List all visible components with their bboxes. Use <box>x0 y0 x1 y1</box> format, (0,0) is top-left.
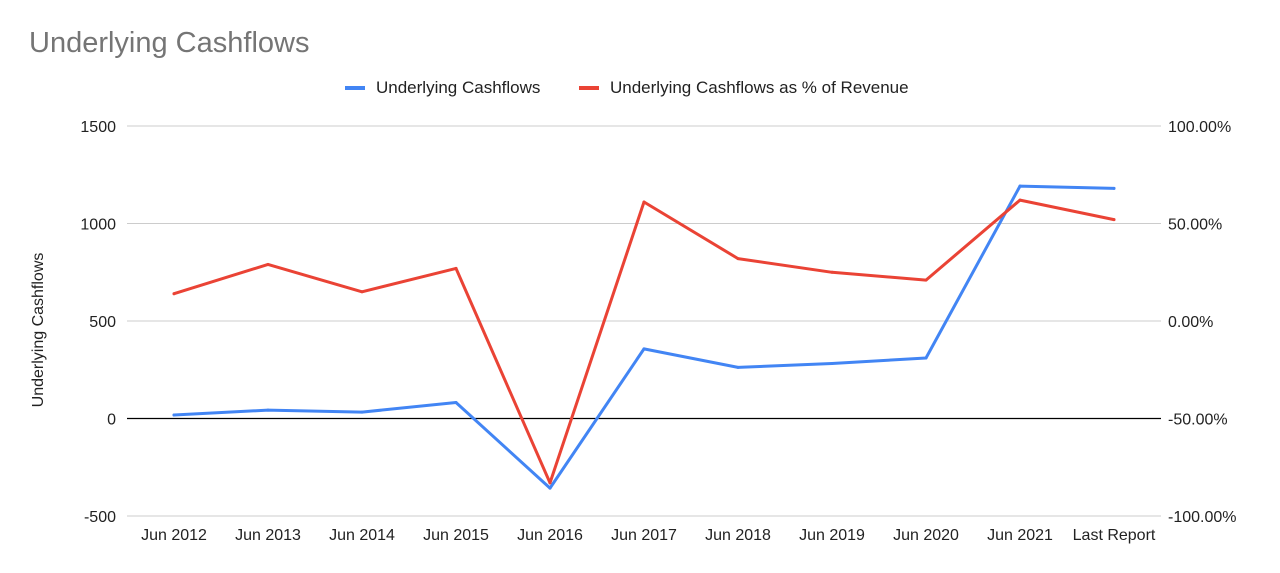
data-point <box>830 362 834 366</box>
data-point <box>172 413 176 417</box>
data-point <box>642 200 646 204</box>
data-point <box>736 257 740 261</box>
y-axis-left: 1500 1000 500 0 -500 <box>80 119 116 526</box>
x-tick-label: Jun 2012 <box>141 527 207 544</box>
legend: Underlying Cashflows Underlying Cashflows… <box>345 78 909 97</box>
chart-title: Underlying Cashflows <box>29 27 309 59</box>
x-tick-label: Jun 2013 <box>235 527 301 544</box>
x-axis: Jun 2012 Jun 2013 Jun 2014 Jun 2015 Jun 2016… <box>141 527 1156 544</box>
series-line-2 <box>172 198 1116 485</box>
y-tick-label: 500 <box>89 314 116 331</box>
data-point <box>266 408 270 412</box>
data-point <box>1112 186 1116 190</box>
data-point <box>1018 198 1022 202</box>
y-tick-label: 1500 <box>80 119 116 136</box>
data-point <box>548 481 552 485</box>
data-point <box>548 486 552 490</box>
series-lines <box>172 184 1116 490</box>
x-tick-label: Jun 2018 <box>705 527 771 544</box>
legend-label: Underlying Cashflows as % of Revenue <box>610 78 909 97</box>
data-point <box>1018 184 1022 188</box>
series-line-1 <box>172 184 1116 490</box>
data-point <box>172 292 176 296</box>
data-point <box>454 266 458 270</box>
x-tick-label: Jun 2019 <box>799 527 865 544</box>
data-point <box>642 347 646 351</box>
data-point <box>924 356 928 360</box>
y-tick-label: 1000 <box>80 217 116 234</box>
data-point <box>360 290 364 294</box>
y-tick-label: 0 <box>107 412 116 429</box>
y2-tick-label: 0.00% <box>1168 314 1213 331</box>
y2-tick-label: 100.00% <box>1168 119 1231 136</box>
x-tick-label: Jun 2016 <box>517 527 583 544</box>
x-tick-label: Jun 2015 <box>423 527 489 544</box>
data-point <box>830 270 834 274</box>
data-point <box>924 278 928 282</box>
x-tick-label: Last Report <box>1073 527 1156 544</box>
data-point <box>360 410 364 414</box>
y-tick-label: -500 <box>84 509 116 526</box>
y2-tick-label: -50.00% <box>1168 412 1228 429</box>
y-axis-right: 100.00% 50.00% 0.00% -50.00% -100.00% <box>1168 119 1237 526</box>
y2-tick-label: 50.00% <box>1168 217 1222 234</box>
legend-label: Underlying Cashflows <box>376 78 540 97</box>
y2-tick-label: -100.00% <box>1168 509 1237 526</box>
data-point <box>266 262 270 266</box>
x-tick-label: Jun 2014 <box>329 527 395 544</box>
data-point <box>736 365 740 369</box>
gridlines <box>127 125 1161 517</box>
y-axis-title: Underlying Cashflows <box>30 253 47 408</box>
data-point <box>1112 218 1116 222</box>
x-tick-label: Jun 2020 <box>893 527 959 544</box>
x-tick-label: Jun 2021 <box>987 527 1053 544</box>
data-point <box>454 401 458 405</box>
x-tick-label: Jun 2017 <box>611 527 677 544</box>
